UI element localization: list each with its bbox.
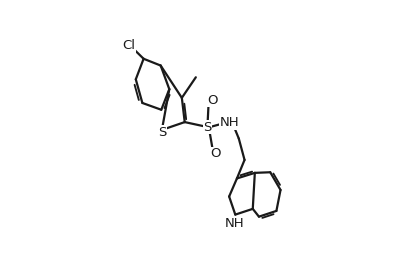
Text: NH: NH: [219, 116, 239, 129]
Text: S: S: [203, 120, 212, 134]
Text: O: O: [210, 147, 221, 160]
Text: Cl: Cl: [123, 39, 136, 52]
Text: NH: NH: [225, 217, 244, 230]
Text: S: S: [158, 126, 166, 139]
Text: O: O: [207, 94, 218, 107]
